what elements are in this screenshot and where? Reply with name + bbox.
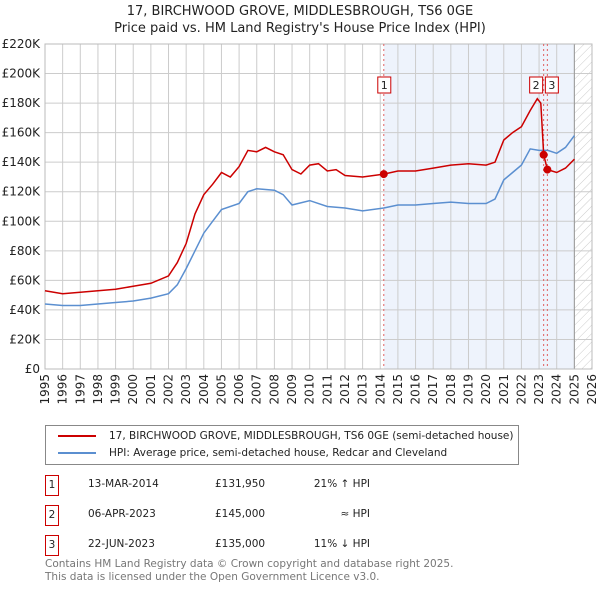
y-tick-label: £120K [2,185,42,199]
x-tick-label: 2000 [126,374,140,405]
transaction-date: 06-APR-2023 [88,508,156,520]
transaction-point [543,165,552,174]
y-tick-label: £80K [9,244,41,258]
transaction-marker: 1 [45,475,59,496]
legend-swatch-blue [58,452,96,454]
chart-title: 17, BIRCHWOOD GROVE, MIDDLESBROUGH, TS6 … [126,4,474,19]
x-tick-label: 2005 [214,374,228,405]
chart-subtitle: Price paid vs. HM Land Registry's House … [114,21,486,36]
transaction-row: 3 22-JUN-2023 £135,000 11% ↓ HPI [45,535,445,556]
x-tick-label: 2024 [550,374,564,405]
transaction-label: 2 [533,79,540,92]
x-tick-label: 2021 [497,374,511,405]
transaction-hpi: 21% ↑ HPI [313,478,370,490]
x-tick-label: 2019 [461,374,475,405]
y-tick-label: £20K [9,332,41,346]
y-tick-label: £100K [2,214,42,228]
x-tick-label: 2008 [267,374,281,405]
x-tick-label: 2001 [144,374,158,405]
transaction-label-box [544,76,559,94]
x-tick-label: 2009 [285,374,299,405]
y-tick-label: £0 [25,362,40,376]
x-tick-label: 1995 [38,374,52,405]
x-tick-label: 1996 [56,374,70,405]
transaction-row: 1 13-MAR-2014 £131,950 21% ↑ HPI [45,475,445,496]
x-tick-label: 2006 [232,374,246,405]
transaction-price: £131,950 [215,478,266,490]
y-tick-label: £180K [2,96,42,110]
legend-swatch-red [58,435,96,437]
transaction-date: 22-JUN-2023 [88,538,155,550]
x-tick-label: 2026 [585,374,599,405]
footer-licence: This data is licensed under the Open Gov… [45,571,380,583]
transaction-point [539,150,548,159]
x-tick-label: 2004 [197,374,211,405]
x-tick-label: 2013 [356,374,370,405]
x-tick-label: 2010 [303,374,317,405]
legend-label: HPI: Average price, semi-detached house,… [109,447,448,459]
x-tick-label: 2014 [373,374,387,405]
y-tick-label: £220K [2,37,42,51]
x-tick-label: 2003 [179,374,193,405]
x-tick-label: 2007 [250,374,264,405]
x-tick-label: 2016 [409,374,423,405]
legend: 17, BIRCHWOOD GROVE, MIDDLESBROUGH, TS6 … [45,425,519,465]
hpi-line [44,135,575,307]
transaction-label: 1 [381,79,388,92]
transaction-hpi: 11% ↓ HPI [313,538,370,550]
transaction-date: 13-MAR-2014 [88,478,159,490]
transaction-price: £145,000 [215,508,266,520]
x-tick-label: 2022 [514,374,528,405]
transaction-label: 3 [548,79,555,92]
legend-item-property: 17, BIRCHWOOD GROVE, MIDDLESBROUGH, TS6 … [58,428,513,444]
transaction-marker: 2 [45,505,59,526]
footer: Contains HM Land Registry data © Crown c… [45,558,453,584]
x-tick-label: 2025 [567,374,581,405]
transaction-label-box [377,76,392,94]
x-tick-label: 1998 [91,374,105,405]
transaction-point [379,170,388,179]
y-tick-label: £160K [2,126,42,140]
plot-border [44,43,593,370]
y-tick-label: £40K [9,303,41,317]
y-tick-label: £60K [9,273,41,287]
x-tick-label: 1999 [109,374,123,405]
legend-label: 17, BIRCHWOOD GROVE, MIDDLESBROUGH, TS6 … [109,430,514,442]
price-chart: £0 £20K £40K £60K £80K £100K £120K £140K £160K £1… [2,37,599,405]
property-price-line [44,97,575,295]
transaction-label-box [529,76,544,94]
y-tick-label: £200K [2,67,42,81]
transaction-marker: 3 [45,535,59,556]
x-tick-label: 2018 [444,374,458,405]
x-tick-label: 1997 [73,374,87,405]
x-tick-label: 2002 [162,374,176,405]
x-tick-label: 2017 [426,374,440,405]
x-tick-label: 2015 [391,374,405,405]
y-tick-label: £140K [2,155,42,169]
x-tick-label: 2011 [320,374,334,405]
transaction-row: 2 06-APR-2023 £145,000 ≈ HPI [45,505,445,526]
transaction-price: £135,000 [215,538,266,550]
x-tick-label: 2020 [479,374,493,405]
x-tick-label: 2012 [338,374,352,405]
legend-item-hpi: HPI: Average price, semi-detached house,… [58,445,447,461]
transaction-hpi: ≈ HPI [340,508,370,520]
x-tick-label: 2023 [532,374,546,405]
forecast-hatch [574,44,592,369]
footer-copyright: Contains HM Land Registry data © Crown c… [45,558,454,570]
